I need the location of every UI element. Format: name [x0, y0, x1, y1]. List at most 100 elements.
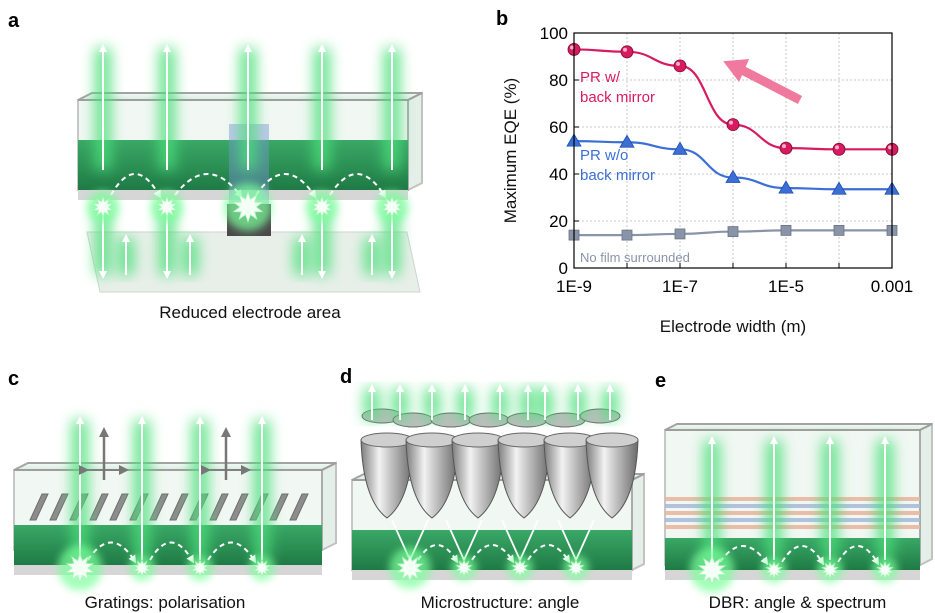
emitter-star — [133, 558, 151, 578]
data-point-circle — [832, 142, 846, 156]
data-point-square — [674, 228, 686, 240]
data-point-highlight — [835, 145, 839, 150]
dbr-stripe — [665, 497, 920, 501]
guided-mode-arrow — [417, 544, 459, 564]
y-tick-label: 60 — [549, 118, 568, 137]
data-point-circle — [726, 118, 740, 132]
data-point-highlight — [729, 120, 733, 125]
data-point-square — [621, 229, 633, 241]
guided-mode-arrow — [87, 541, 137, 564]
grating-bar — [229, 493, 249, 521]
dbr-stripe — [665, 525, 920, 529]
microstructure-cone — [585, 439, 639, 519]
glass-side-face — [321, 461, 337, 552]
panel-letter-c: c — [8, 368, 20, 390]
cone-rim — [585, 432, 639, 448]
grating-bar — [89, 493, 109, 521]
data-point-highlight — [782, 144, 786, 149]
y-tick-label: 20 — [549, 212, 568, 231]
data-point-circle — [673, 59, 687, 73]
guided-mode-arrow — [329, 173, 387, 199]
x-axis-label: Electrode width (m) — [660, 317, 806, 336]
guided-mode-arrow — [110, 173, 161, 199]
panel-letter-e: e — [655, 370, 667, 392]
ray-line — [445, 519, 465, 561]
x-tick-label: 1E-7 — [662, 277, 698, 296]
emitter-star — [455, 558, 473, 578]
series-label: PR w/o — [580, 147, 628, 164]
guided-mode-arrow — [527, 544, 571, 564]
dbr-stripe — [665, 504, 920, 508]
emitter-star — [697, 554, 727, 586]
emitter-star — [191, 558, 209, 578]
trend-arrow-shaft — [739, 66, 803, 104]
emitter-star — [92, 195, 114, 219]
emitter-star — [876, 560, 894, 580]
grating-bar — [169, 493, 189, 521]
data-point-highlight — [676, 61, 680, 66]
plot-frame — [573, 32, 893, 269]
guided-mode-arrow — [149, 541, 195, 564]
trend-arrow — [723, 58, 803, 104]
x-tick-label: 1E-9 — [556, 277, 592, 296]
ray-line — [575, 519, 595, 561]
data-point-highlight — [888, 145, 892, 150]
guided-mode-arrow — [781, 545, 825, 566]
guided-mode-arrow — [471, 544, 515, 564]
emitter-star — [381, 195, 403, 219]
data-point-triangle — [778, 180, 794, 194]
caption-c: Gratings: polarisation — [84, 593, 246, 612]
emitter-star — [311, 195, 333, 219]
emitter-star — [821, 560, 839, 580]
panel-letter-a: a — [8, 10, 20, 32]
ray-line — [519, 519, 539, 561]
data-point-square — [833, 224, 845, 236]
trend-arrow-head — [723, 58, 750, 82]
panel-letter-b: b — [496, 8, 509, 30]
guided-mode-arrow — [719, 545, 769, 566]
grating-bar — [289, 493, 309, 521]
series-label: back mirror — [580, 167, 655, 184]
guided-mode-arrow — [207, 541, 257, 564]
grating-bar — [109, 493, 129, 521]
grating-bar — [149, 493, 169, 521]
data-point-highlight — [570, 45, 574, 50]
dbr-stripe — [665, 518, 920, 522]
dbr-stripe — [665, 511, 920, 515]
emitter-star — [765, 560, 783, 580]
emitter-star — [232, 190, 264, 224]
emitter-star — [65, 552, 95, 584]
data-point-triangle — [831, 181, 847, 195]
data-point-triangle — [672, 141, 688, 155]
series-label: PR w/ — [580, 69, 621, 86]
guided-mode-arrow — [174, 173, 243, 199]
panel-letter-d: d — [340, 366, 353, 388]
data-point-triangle — [725, 169, 741, 183]
data-point-triangle — [619, 134, 635, 148]
x-tick-label: 1E-5 — [768, 277, 804, 296]
caption-a: Reduced electrode area — [159, 303, 341, 322]
data-point-highlight — [623, 47, 627, 52]
emitter-star — [511, 558, 529, 578]
emitter-star — [396, 553, 424, 583]
grating-bar — [29, 493, 49, 521]
ray-line — [557, 519, 577, 561]
emitter-star — [567, 558, 585, 578]
y-tick-label: 80 — [549, 71, 568, 90]
data-point-square — [780, 224, 792, 236]
grating-bar — [209, 493, 229, 521]
x-tick-label: 0.001 — [871, 277, 914, 296]
caption-e: DBR: angle & spectrum — [708, 593, 887, 612]
emitter-star — [156, 195, 178, 219]
data-point-square — [727, 226, 739, 237]
series-label: back mirror — [580, 89, 655, 106]
y-tick-label: 100 — [540, 24, 568, 43]
ray-line — [463, 519, 483, 561]
substrate-layer — [352, 570, 632, 580]
substrate-layer — [665, 570, 920, 580]
ray-line — [501, 519, 521, 561]
data-point-circle — [620, 45, 634, 59]
series-label: No film surrounded — [580, 250, 690, 265]
